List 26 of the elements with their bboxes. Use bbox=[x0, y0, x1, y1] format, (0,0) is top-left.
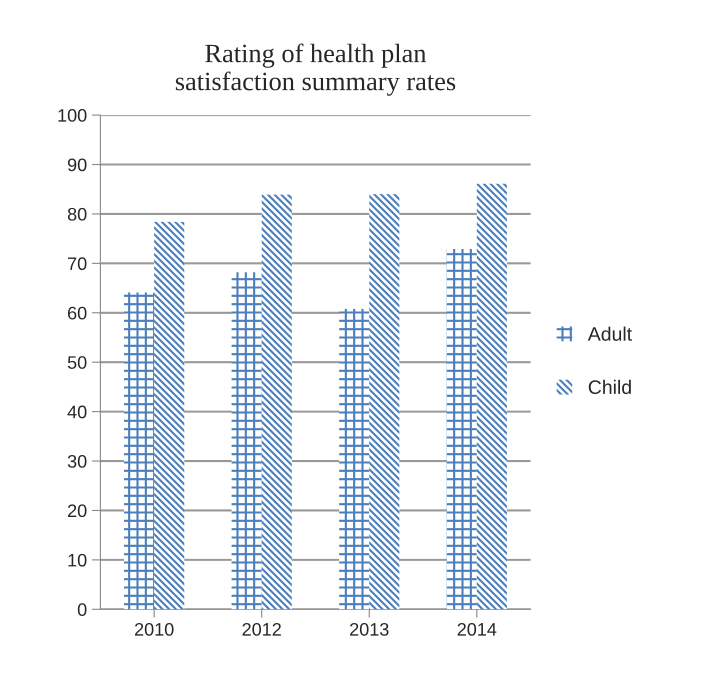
x-tick-label: 2014 bbox=[458, 622, 496, 636]
y-tick-label: 30 bbox=[68, 454, 86, 468]
y-tick-label: 10 bbox=[68, 554, 86, 567]
x-tick-label: 2013 bbox=[350, 622, 389, 636]
x-tick-label: 2012 bbox=[242, 622, 281, 636]
x-tick-label: 2010 bbox=[134, 622, 174, 636]
bar bbox=[369, 194, 400, 610]
bar bbox=[262, 194, 292, 610]
bar bbox=[232, 272, 262, 610]
chart-title: Rating of health plan satisfaction summary rates bbox=[176, 44, 456, 96]
y-tick-label: 0 bbox=[78, 603, 86, 616]
y-tick-label: 90 bbox=[68, 158, 86, 172]
bar bbox=[339, 308, 370, 610]
bar bbox=[476, 184, 507, 610]
bar bbox=[446, 249, 477, 610]
legend-label: Child bbox=[588, 380, 631, 394]
bar bbox=[124, 292, 154, 610]
legend-label: Adult bbox=[588, 326, 632, 341]
y-tick-label: 50 bbox=[68, 356, 86, 369]
y-tick-label: 80 bbox=[68, 208, 86, 221]
y-tick-label: 60 bbox=[68, 306, 86, 320]
y-tick-label: 40 bbox=[68, 406, 86, 418]
y-tick-label: 100 bbox=[58, 109, 86, 122]
y-tick-label: 20 bbox=[68, 504, 86, 518]
y-tick-label: 70 bbox=[68, 257, 86, 270]
bar bbox=[154, 222, 184, 610]
